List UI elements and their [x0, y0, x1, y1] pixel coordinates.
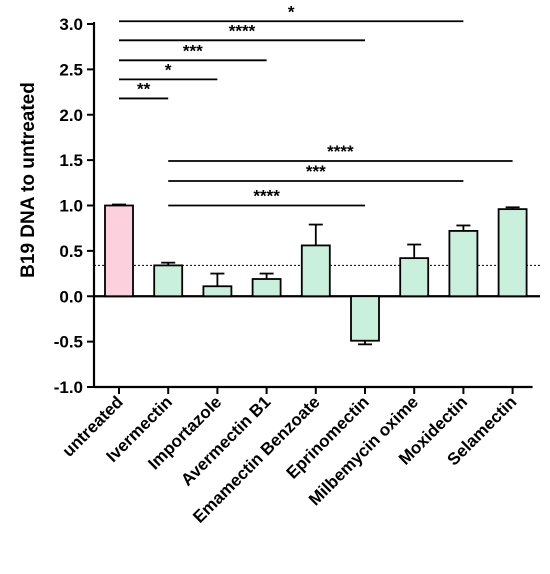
significance-label: ****	[327, 142, 354, 161]
significance-label: ****	[253, 187, 280, 206]
category-label: Avermectin B1	[177, 392, 274, 489]
y-tick-label: -0.5	[54, 333, 83, 352]
y-tick-label: 1.0	[59, 197, 83, 216]
significance-label: ***	[183, 41, 203, 60]
bar-5	[350, 295, 380, 342]
y-tick-label: 1.5	[59, 151, 83, 170]
y-tick-label: 2.0	[59, 106, 83, 125]
bar-2	[202, 285, 233, 298]
bar-7	[448, 230, 479, 298]
bar-4	[300, 244, 331, 298]
significance-label: **	[137, 79, 151, 98]
y-tick-label: -1.0	[54, 378, 83, 397]
bar-6	[399, 257, 430, 298]
bar-0	[104, 204, 134, 298]
significance-label: *	[165, 60, 172, 79]
bar-1	[153, 264, 184, 298]
y-axis-title: B19 DNA to untreated	[18, 82, 39, 278]
y-tick-label: 2.5	[59, 60, 83, 79]
y-tick-label: 0.0	[59, 287, 83, 306]
y-tick-label: 0.5	[59, 242, 83, 261]
significance-label: ***	[306, 162, 326, 181]
plot-area: -1.0-0.50.00.51.01.52.02.53.0untreatedIv…	[54, 2, 540, 527]
bar-3	[251, 278, 282, 298]
bar-8	[497, 208, 528, 298]
significance-label: *	[288, 2, 295, 21]
y-tick-label: 3.0	[59, 15, 83, 34]
significance-label: ****	[229, 21, 256, 40]
